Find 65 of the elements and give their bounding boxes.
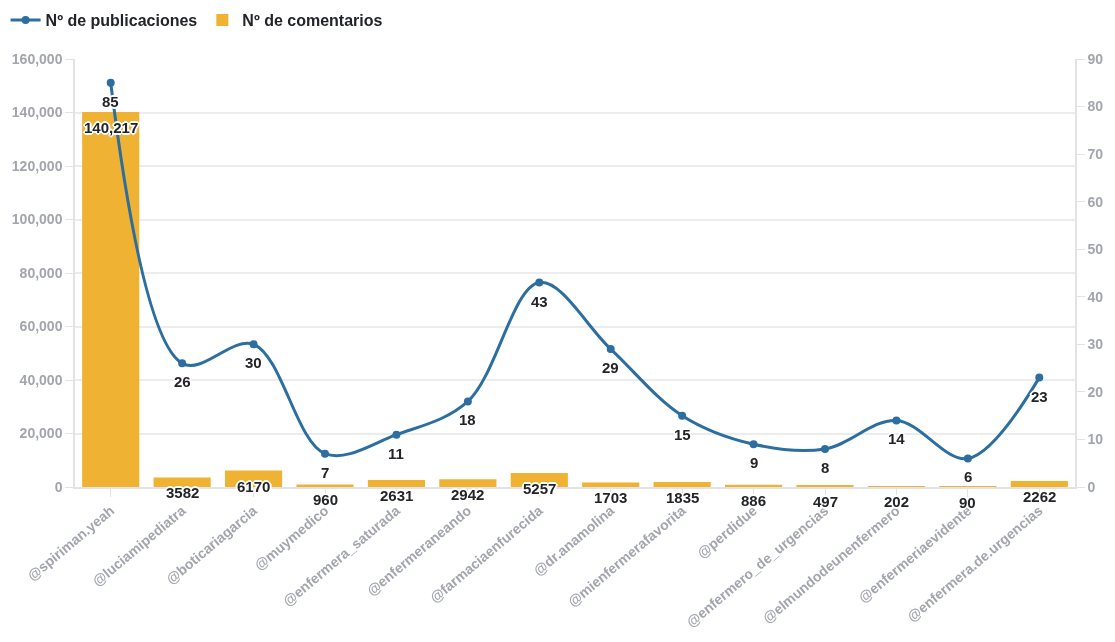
y2-tick-label: 50 [1087, 241, 1104, 258]
bar [1010, 480, 1068, 487]
bar [296, 484, 354, 487]
point [892, 416, 901, 425]
point [963, 454, 972, 463]
data-label: 8 [821, 459, 830, 476]
data-label: 1835 [666, 489, 700, 506]
data-label: 2631 [380, 487, 414, 504]
point [821, 444, 829, 453]
y-tick-label: 60,000 [19, 318, 63, 335]
data-label: 14 [888, 430, 906, 447]
data-label: 11 [388, 445, 404, 462]
point [392, 430, 401, 439]
bar [367, 479, 425, 487]
data-label: 6 [964, 468, 973, 485]
point [749, 440, 758, 449]
y2-tick-label: 60 [1087, 193, 1104, 210]
y2-tick-label: 20 [1087, 383, 1104, 400]
y2-tick-label: 80 [1087, 98, 1104, 115]
data-label: 23 [1031, 388, 1048, 405]
y2-tick-label: 0 [1087, 478, 1096, 495]
point [178, 359, 187, 368]
y-tick-label: 140,000 [11, 104, 63, 121]
data-label: 1703 [594, 489, 628, 506]
data-label: 43 [531, 293, 548, 310]
data-label: 202 [884, 493, 910, 510]
y-tick-label: 40,000 [19, 371, 63, 388]
y2-tick-label: 30 [1087, 336, 1104, 353]
point [463, 397, 472, 406]
data-label: 7 [321, 464, 330, 481]
data-label: 886 [741, 492, 767, 509]
data-label: 18 [459, 411, 476, 428]
y2-tick-label: 40 [1087, 288, 1104, 305]
y-tick-label: 160,000 [11, 50, 63, 67]
point [249, 340, 258, 349]
bar [582, 482, 640, 487]
bar [653, 482, 711, 487]
point [321, 449, 329, 458]
y-tick-label: 20,000 [19, 425, 63, 442]
data-label: 2942 [451, 486, 485, 503]
data-label: 15 [674, 426, 691, 443]
data-label: 960 [313, 491, 339, 508]
bar [153, 477, 211, 487]
legend-label: Nº de publicaciones [45, 12, 198, 30]
y2-tick-label: 90 [1087, 50, 1104, 67]
data-label: 9 [750, 454, 759, 471]
point [106, 78, 115, 87]
point [678, 411, 687, 420]
bar [82, 111, 140, 487]
y2-tick-label: 10 [1087, 431, 1104, 448]
bar [439, 479, 497, 487]
point [606, 345, 615, 354]
legend-label: Nº de comentarios [242, 12, 383, 30]
data-label: 2262 [1023, 488, 1057, 505]
data-label: 30 [245, 354, 262, 371]
y-tick-label: 120,000 [11, 157, 63, 174]
data-label: 3582 [166, 484, 200, 501]
y2-tick-label: 70 [1087, 146, 1104, 163]
point [1035, 373, 1044, 382]
y-tick-label: 80,000 [19, 264, 63, 281]
y-tick-label: 100,000 [11, 211, 63, 228]
data-label: 26 [174, 373, 191, 390]
y-tick-label: 0 [54, 478, 63, 495]
data-label: 29 [602, 359, 619, 376]
point [535, 278, 544, 287]
